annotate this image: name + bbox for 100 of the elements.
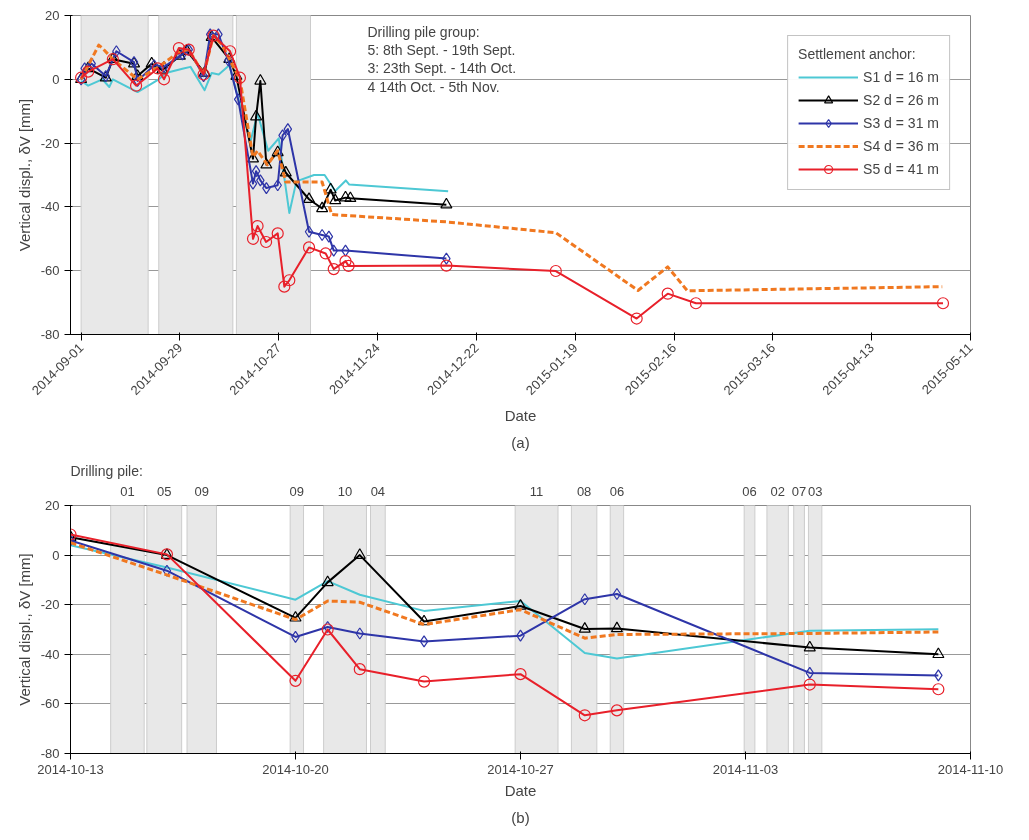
point	[417, 675, 431, 688]
point	[324, 230, 334, 243]
point	[610, 704, 624, 717]
point	[339, 190, 352, 202]
y-tick-label: -20	[40, 597, 60, 613]
point	[549, 264, 562, 278]
point	[689, 297, 703, 310]
point	[223, 45, 237, 58]
point	[578, 622, 591, 633]
band-label: 06	[609, 483, 625, 499]
point	[353, 548, 366, 559]
text: (a)	[511, 433, 530, 451]
point	[259, 235, 273, 249]
point	[173, 49, 187, 60]
point	[302, 241, 316, 254]
point	[932, 683, 945, 696]
point	[803, 678, 816, 691]
y-tick-label: 20	[45, 498, 60, 513]
chart-title: Drilling pile:	[70, 462, 143, 479]
point	[302, 192, 316, 204]
band-label: 08	[576, 483, 592, 499]
point	[249, 109, 263, 121]
point	[129, 79, 143, 92]
y-tick-label: 0	[52, 547, 60, 563]
band-label: 11	[529, 483, 544, 499]
band-label: 07	[791, 483, 807, 499]
point	[271, 145, 284, 157]
point	[353, 663, 366, 676]
point	[936, 297, 950, 310]
point	[198, 65, 211, 77]
point	[419, 635, 429, 648]
point	[319, 247, 332, 260]
y-tick-label: -80	[40, 327, 60, 342]
point	[316, 201, 329, 213]
legend-label: S1 d = 16 m	[863, 69, 939, 85]
point	[278, 280, 291, 293]
x-tick-label: 2014-10-27	[487, 761, 554, 777]
point	[162, 564, 172, 577]
y-tick-label: -40	[40, 646, 60, 662]
point	[251, 219, 264, 233]
point	[661, 287, 674, 300]
band-label: 04	[370, 483, 386, 499]
point	[344, 191, 357, 203]
annotation: Drilling pile group: 5: 8th Sept. - 19th Sept. 3: 23th Sept. - 14th Oct. 4 14th Oct. - 5th Nov.	[367, 23, 517, 95]
y-axis-title: Vertical displ., δV [mm]	[15, 98, 33, 252]
text: (b)	[511, 808, 530, 826]
point	[279, 165, 292, 177]
legend-label: S3 d = 31 m	[863, 115, 939, 131]
x-axis-title: Date	[504, 406, 537, 424]
point	[803, 640, 816, 652]
point	[805, 666, 815, 679]
band-label: 03	[807, 483, 823, 499]
x-axis-title: Date	[504, 781, 537, 799]
legend-title: Settlement anchor:	[798, 46, 917, 62]
point	[283, 122, 293, 136]
point	[289, 674, 302, 687]
point	[248, 177, 258, 190]
point	[157, 73, 171, 86]
point	[145, 56, 158, 68]
point	[251, 165, 261, 178]
point	[580, 593, 590, 606]
y-tick-label: -80	[40, 746, 60, 761]
x-tick-label: 2014-10-13	[37, 761, 104, 777]
band-label: 05	[157, 483, 172, 499]
point	[342, 259, 355, 272]
point	[630, 312, 643, 325]
point	[440, 259, 453, 272]
legend-label: S2 d = 26 m	[863, 92, 939, 108]
point	[260, 157, 273, 169]
point	[610, 621, 624, 633]
band-label: 02	[770, 483, 785, 499]
point	[172, 41, 185, 55]
point	[329, 193, 342, 205]
band-label: 09	[194, 483, 209, 499]
y-tick-label: -20	[40, 135, 60, 151]
x-tick-label: 2014-11-03	[712, 761, 779, 777]
y-tick-label: -60	[40, 263, 60, 279]
point	[514, 598, 527, 610]
point	[246, 232, 260, 245]
y-axis-title: Vertical displ., δV [mm]	[15, 553, 33, 706]
point	[317, 228, 327, 242]
point	[440, 197, 453, 209]
point	[304, 225, 314, 238]
point	[327, 263, 340, 276]
band-label: 09	[289, 483, 305, 499]
y-tick-label: -60	[40, 696, 60, 712]
point	[230, 69, 243, 80]
point	[321, 575, 334, 587]
y-tick-label: 20	[45, 8, 60, 23]
point	[578, 709, 591, 722]
band-label: 10	[337, 483, 353, 499]
point	[82, 65, 95, 78]
point	[271, 227, 284, 240]
point	[283, 274, 296, 287]
point	[339, 255, 352, 268]
point	[355, 627, 365, 640]
point	[151, 62, 164, 75]
band-label: 06	[742, 483, 757, 499]
point	[289, 610, 302, 622]
point	[233, 71, 247, 84]
